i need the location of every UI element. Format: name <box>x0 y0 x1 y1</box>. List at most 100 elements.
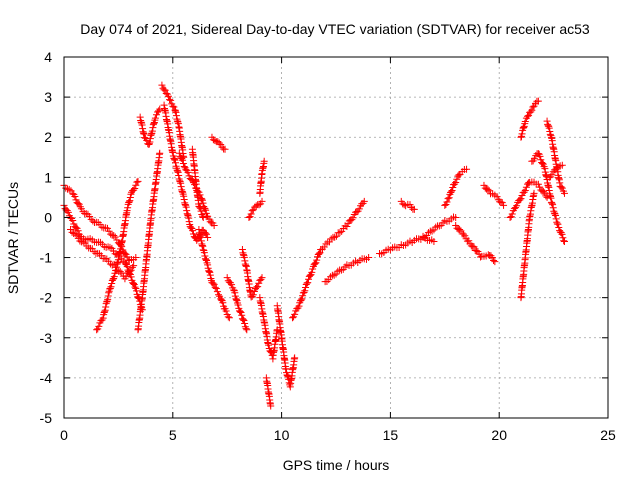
x-tick-label: 5 <box>169 427 177 443</box>
data-point <box>543 117 551 125</box>
series-s34 <box>545 161 566 181</box>
data-point <box>282 365 290 373</box>
data-point <box>300 288 308 296</box>
data-point <box>101 255 109 263</box>
data-point <box>528 106 536 114</box>
data-point <box>145 140 153 148</box>
data-point <box>185 218 193 226</box>
data-point <box>175 149 183 157</box>
data-point <box>538 158 546 166</box>
series-s23 <box>376 232 438 258</box>
data-point <box>316 249 324 257</box>
data-point <box>176 178 184 186</box>
data-point <box>68 228 76 236</box>
data-point <box>105 289 113 297</box>
y-axis-label: SDTVAR / TECUs <box>5 182 21 294</box>
data-point <box>73 231 81 239</box>
data-point <box>253 283 261 291</box>
data-point <box>455 171 463 179</box>
data-point <box>224 313 232 321</box>
data-point <box>267 348 275 356</box>
data-point <box>559 234 567 242</box>
series-s12 <box>188 145 207 221</box>
data-point <box>210 221 218 229</box>
data-point <box>232 296 240 304</box>
data-point <box>516 196 524 204</box>
data-point <box>202 209 210 217</box>
y-tick-label: -4 <box>40 370 53 386</box>
data-point <box>240 317 248 325</box>
series-s11 <box>195 225 233 322</box>
data-point <box>107 230 115 238</box>
data-point <box>520 123 528 131</box>
data-point <box>432 223 440 231</box>
data-point <box>310 260 318 268</box>
data-point <box>236 307 244 315</box>
series-s4 <box>93 177 142 334</box>
data-point <box>463 165 471 173</box>
data-point <box>125 198 133 206</box>
data-point <box>189 227 197 235</box>
data-point <box>211 283 219 291</box>
data-point <box>315 250 323 258</box>
data-point <box>211 137 219 145</box>
data-point <box>534 97 542 105</box>
x-tick-label: 0 <box>60 427 68 443</box>
data-point <box>238 315 246 323</box>
data-point <box>539 187 547 195</box>
data-point <box>554 220 562 228</box>
y-tick-label: -1 <box>40 250 53 266</box>
data-point <box>116 268 124 276</box>
data-point <box>180 196 188 204</box>
data-point <box>449 183 457 191</box>
data-point <box>133 178 141 186</box>
data-point <box>248 292 256 300</box>
series-s25 <box>419 213 460 241</box>
data-point <box>242 325 250 333</box>
data-point <box>205 267 213 275</box>
data-point <box>303 279 311 287</box>
data-point <box>161 86 169 94</box>
data-point <box>203 230 211 238</box>
data-point <box>548 171 556 179</box>
data-point <box>134 294 142 302</box>
data-point <box>67 225 75 233</box>
data-point <box>223 274 231 282</box>
y-tick-label: -5 <box>40 410 53 426</box>
data-point <box>106 243 114 251</box>
data-point <box>552 212 560 220</box>
data-point <box>122 272 130 280</box>
data-point <box>452 178 460 186</box>
data-point <box>295 302 303 310</box>
data-point <box>461 232 469 240</box>
series-s18 <box>256 157 268 197</box>
data-point <box>126 267 134 275</box>
data-point <box>151 114 159 122</box>
data-point <box>445 194 453 202</box>
chart-title: Day 074 of 2021, Sidereal Day-to-day VTE… <box>80 21 590 37</box>
data-point <box>521 186 529 194</box>
data-point <box>545 122 553 130</box>
data-point <box>283 371 291 379</box>
data-point <box>103 297 111 305</box>
data-point <box>146 138 154 146</box>
data-point <box>219 299 227 307</box>
data-point <box>166 96 174 104</box>
data-point <box>456 225 464 233</box>
data-point <box>221 145 229 153</box>
data-point <box>158 81 166 89</box>
data-point <box>170 154 178 162</box>
data-point <box>127 273 135 281</box>
data-point <box>215 139 223 147</box>
data-point <box>331 233 339 241</box>
data-point <box>523 112 531 120</box>
data-point <box>132 181 140 189</box>
data-point <box>252 202 260 210</box>
data-point <box>500 201 508 209</box>
data-point <box>491 258 499 266</box>
data-point <box>74 227 82 235</box>
data-point <box>155 107 163 115</box>
data-point <box>250 288 258 296</box>
data-point <box>313 256 321 264</box>
data-point <box>199 212 207 220</box>
